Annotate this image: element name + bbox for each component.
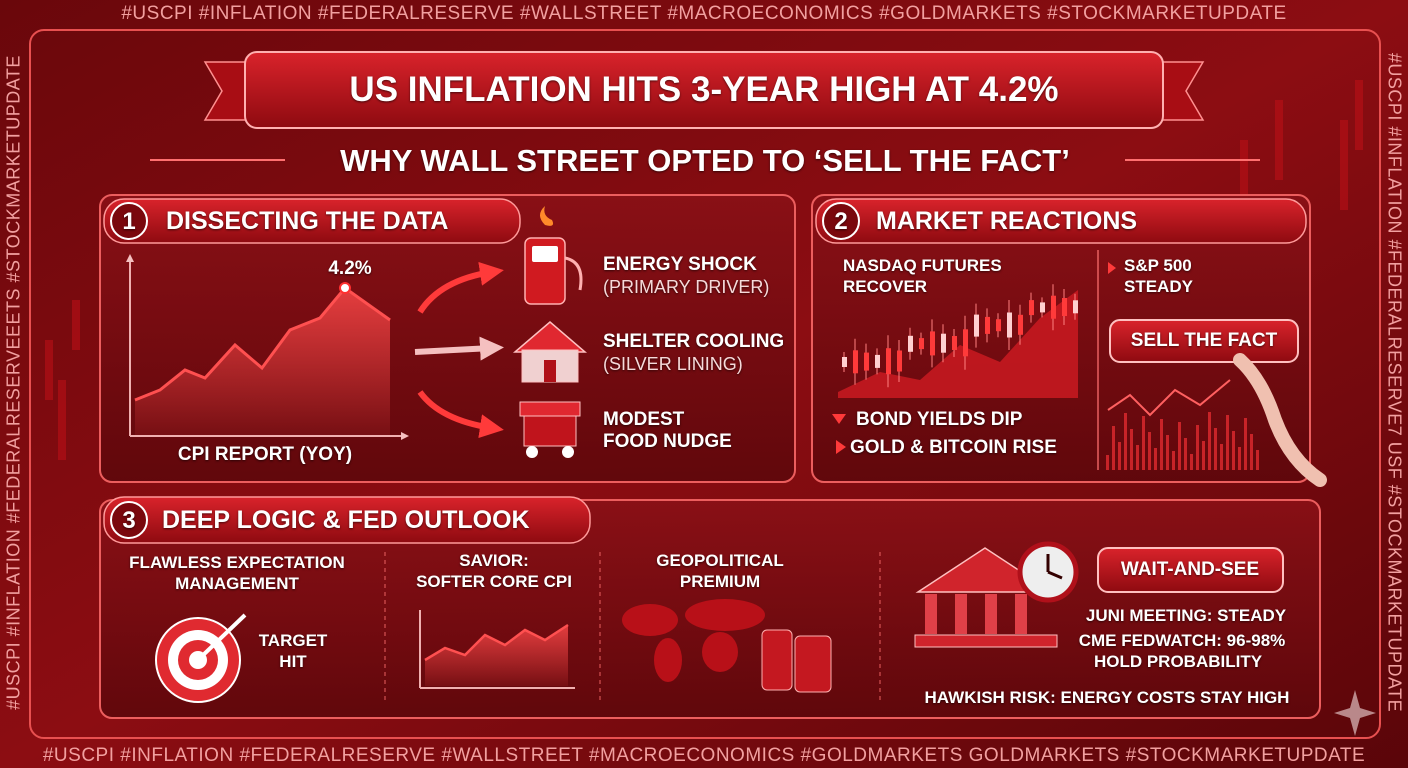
section-title: DISSECTING THE DATA: [166, 207, 449, 235]
market-label: RECOVER: [843, 277, 928, 296]
decoration: [1208, 412, 1211, 470]
decoration: [1166, 435, 1169, 470]
decoration: [1238, 447, 1241, 470]
decoration: [1112, 426, 1115, 470]
decoration: [1196, 425, 1199, 470]
title: US INFLATION HITS 3-YEAR HIGH AT 4.2%: [349, 70, 1059, 109]
driver-title: SHELTER COOLING: [603, 331, 785, 352]
column-title: MANAGEMENT: [175, 574, 299, 593]
decoration: [1148, 432, 1151, 470]
risk-note: HAWKISH RISK: ENERGY COSTS STAY HIGH: [924, 688, 1290, 707]
peak-label: 4.2%: [328, 258, 372, 279]
decoration: [58, 380, 66, 460]
decoration: [897, 350, 902, 372]
decoration: [886, 348, 891, 375]
hashtag-strip-bottom: #USCPI #INFLATION #FEDERALRESERVE #WALLS…: [42, 745, 1366, 766]
decoration: [853, 350, 858, 374]
decoration: [838, 290, 1078, 398]
driver-title: MODEST: [603, 409, 685, 430]
decoration: [875, 354, 880, 368]
decoration: [1073, 300, 1078, 314]
bullet-text: BOND YIELDS DIP: [856, 409, 1023, 430]
decoration: [1018, 314, 1023, 335]
decoration: [1244, 418, 1247, 470]
decoration: [1190, 454, 1193, 470]
decoration: [1178, 422, 1181, 470]
decoration: [1136, 445, 1139, 470]
column-title: FLAWLESS EXPECTATION: [129, 553, 345, 572]
decoration: [930, 331, 935, 356]
decoration: [1029, 300, 1034, 316]
decoration: [1007, 312, 1012, 338]
driver-title: FOOD NUDGE: [603, 431, 732, 452]
decoration: [1232, 431, 1235, 470]
decoration: [941, 333, 946, 353]
decoration: [864, 352, 869, 371]
hashtag-strip-top: #USCPI #INFLATION #FEDERALRESERVE #WALLS…: [121, 3, 1287, 24]
market-label: STEADY: [1124, 277, 1193, 296]
sell-button: SELL THE FACT: [1130, 330, 1278, 351]
decoration: [1355, 80, 1363, 150]
decoration: [996, 319, 1001, 332]
section-number: 1: [122, 208, 136, 235]
fed-note: HOLD PROBABILITY: [1093, 652, 1263, 671]
decoration: [1220, 444, 1223, 470]
decoration: [1340, 120, 1348, 210]
column-title: SOFTER CORE CPI: [416, 572, 572, 591]
decoration: [963, 329, 968, 357]
decoration: [1040, 302, 1045, 313]
wait-button: WAIT-AND-SEE: [1120, 559, 1260, 580]
decoration: [1051, 295, 1056, 319]
decoration: [1106, 455, 1109, 470]
decoration: [1184, 438, 1187, 470]
fed-note: CME FEDWATCH: 96-98%: [1078, 631, 1286, 650]
decoration: [1160, 419, 1163, 470]
section-title: DEEP LOGIC & FED OUTLOOK: [162, 506, 530, 534]
decoration: [1250, 434, 1253, 470]
hashtag-strip-left: #USCPI #INFLATION #FEDERALRESERVEEETS #S…: [3, 55, 24, 710]
column-title: PREMIUM: [679, 572, 761, 591]
target-label: TARGET: [258, 631, 328, 650]
decoration: [1107, 379, 1231, 417]
decoration: [952, 336, 957, 350]
decoration: [1130, 429, 1133, 470]
subtitle: WHY WALL STREET OPTED TO ‘SELL THE FACT’: [340, 143, 1070, 178]
bullet-text: GOLD & BITCOIN RISE: [850, 437, 1057, 458]
driver-note: (PRIMARY DRIVER): [603, 277, 770, 297]
decoration: [908, 335, 913, 352]
decoration: [842, 357, 847, 367]
target-label: HIT: [279, 652, 307, 671]
decoration: [1214, 428, 1217, 470]
decoration: [1172, 451, 1175, 470]
decoration: [1240, 140, 1248, 200]
decoration: [974, 314, 979, 337]
driver-note: (SILVER LINING): [603, 354, 743, 374]
section-title: MARKET REACTIONS: [876, 207, 1138, 235]
section-number: 2: [834, 208, 848, 235]
decoration: [1118, 442, 1121, 470]
market-label: S&P 500: [1124, 256, 1192, 275]
fed-note: JUNI MEETING: STEADY: [1085, 606, 1287, 625]
column-title: GEOPOLITICAL: [656, 551, 784, 570]
decoration: [1154, 448, 1157, 470]
decoration: [919, 338, 924, 350]
decoration: [1256, 450, 1259, 470]
hashtag-strip-right: #USCPI #INFLATION #FEDERALRESERVE7 USF #…: [1384, 52, 1405, 713]
decoration: [45, 340, 53, 400]
decoration: [72, 300, 80, 350]
section-number: 3: [122, 507, 136, 534]
driver-title: ENERGY SHOCK: [603, 254, 757, 275]
decoration: [1226, 415, 1229, 470]
column-title: SAVIOR:: [459, 551, 529, 570]
decoration: [1202, 441, 1205, 470]
decoration: [1124, 413, 1127, 470]
decoration: [1062, 298, 1067, 316]
decoration: [1275, 100, 1283, 180]
decoration: [1142, 416, 1145, 470]
chart-caption: CPI REPORT (YOY): [177, 444, 353, 465]
market-label: NASDAQ FUTURES: [843, 256, 1002, 275]
decoration: [985, 316, 990, 334]
